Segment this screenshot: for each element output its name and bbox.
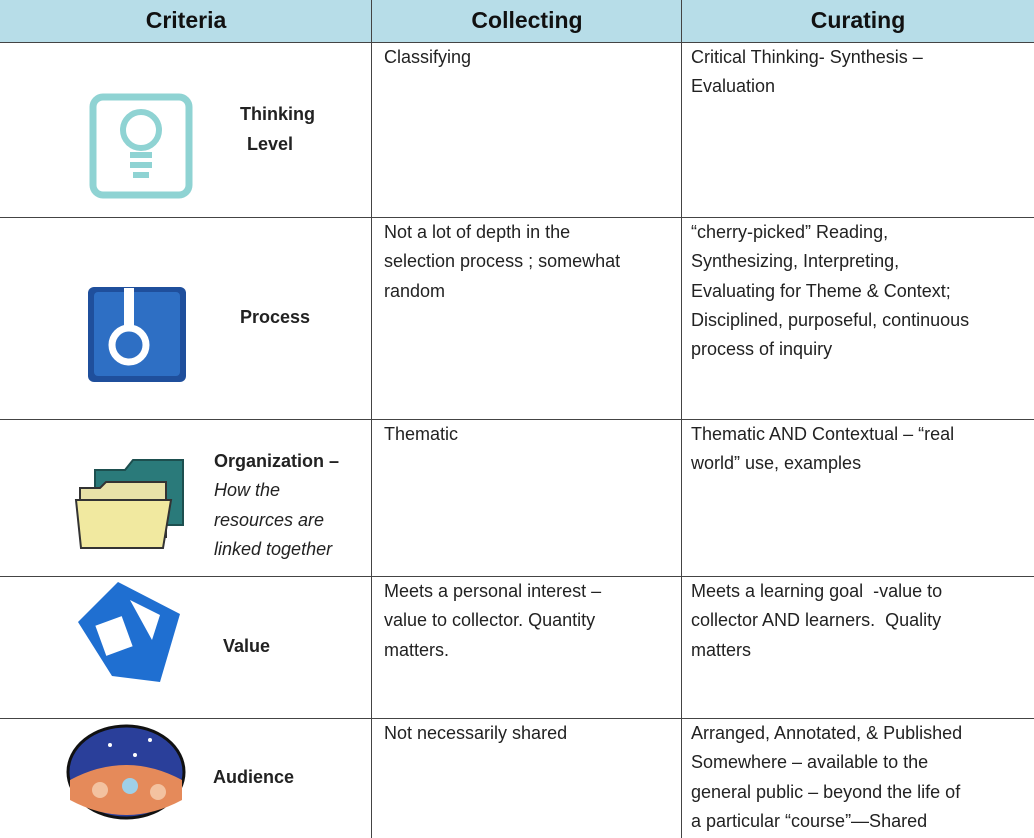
criteria-note: How the (214, 480, 281, 501)
curating-text: process of inquiry (691, 339, 833, 360)
criteria-note: linked together (214, 538, 333, 559)
column-header: Criteria (145, 7, 227, 33)
column-header: Collecting (471, 7, 583, 33)
criteria-label: Audience (213, 767, 295, 788)
criteria-label: Thinking (240, 104, 315, 125)
curating-text: world” use, examples (691, 453, 862, 474)
criteria-label: Level (247, 133, 294, 154)
curating-text: Disciplined, purposeful, continuous (691, 309, 970, 330)
column-header: Curating (810, 7, 906, 33)
curating-text: Arranged, Annotated, & Published (691, 723, 963, 743)
header-background (0, 0, 1034, 42)
collecting-text: Not necessarily shared (384, 723, 568, 743)
folder-icon (74, 459, 184, 549)
criteria-label: Organization – (214, 450, 340, 471)
criteria-label: Value (223, 636, 271, 657)
row-divider (0, 217, 1034, 218)
curating-text: Evaluation (691, 76, 776, 97)
curating-text: Synthesizing, Interpreting, (691, 251, 900, 272)
collecting-text: selection process ; somewhat (384, 251, 621, 272)
audience-icon (66, 724, 186, 820)
collecting-text: Meets a personal interest – (384, 581, 602, 601)
row-divider (0, 419, 1034, 420)
curating-text: collector AND learners. Quality (691, 610, 942, 631)
curating-text: general public – beyond the life of (691, 781, 961, 802)
curating-text: “cherry-picked” Reading, (691, 222, 889, 242)
criteria-label: Process (240, 307, 311, 328)
curating-text: Critical Thinking- Synthesis – (691, 47, 923, 67)
collecting-text: value to collector. Quantity (384, 610, 596, 631)
lightbulb-icon (89, 93, 193, 199)
curating-text: matters (691, 639, 752, 660)
collecting-text: random (384, 280, 446, 301)
row-divider (0, 576, 1034, 577)
curating-text: Evaluating for Theme & Context; (691, 280, 951, 301)
process-icon (88, 287, 186, 382)
collecting-text: Thematic (384, 424, 459, 444)
collecting-text: matters. (384, 639, 450, 660)
collecting-text: Classifying (384, 47, 472, 67)
row-divider (0, 718, 1034, 719)
curating-text: a particular “course”—Shared (691, 810, 928, 831)
collecting-text: Not a lot of depth in the (384, 222, 571, 242)
value-icon (78, 582, 180, 682)
criteria-note: resources are (214, 509, 325, 530)
curating-text: Somewhere – available to the (691, 752, 929, 773)
curating-text: Meets a learning goal -value to (691, 581, 943, 601)
curating-text: Thematic AND Contextual – “real (691, 424, 955, 444)
row-divider (0, 42, 1034, 43)
